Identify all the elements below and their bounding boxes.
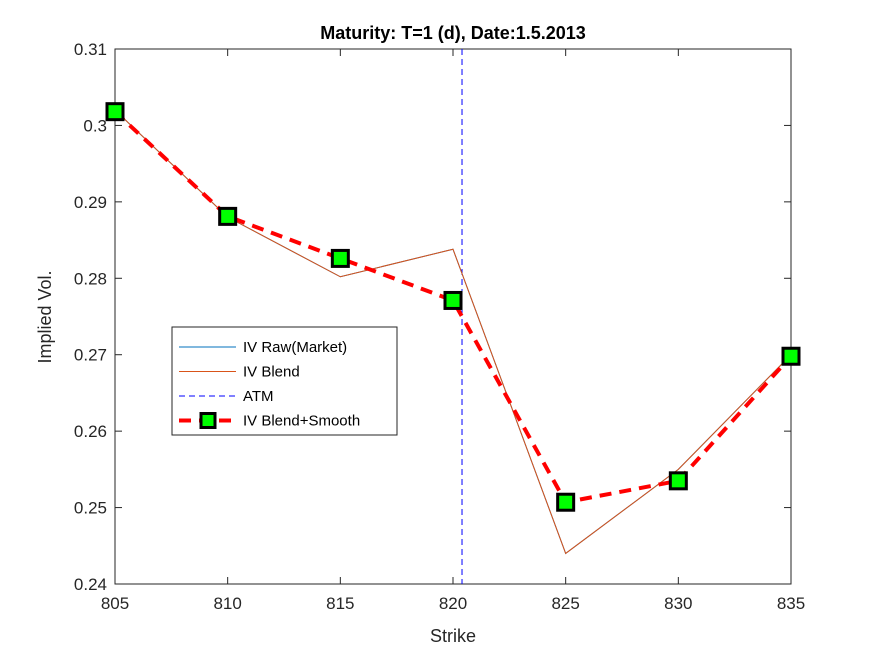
plot-area: 805 810 815 820 825 830 835 0.24 0.25 0.26 0.27 0.2… xyxy=(74,40,805,613)
legend-marker-iv-blend-smooth xyxy=(199,412,217,429)
y-tick-label-5: 0.29 xyxy=(74,193,107,212)
x-tick-label-6: 835 xyxy=(777,594,805,613)
y-tick-label-4: 0.28 xyxy=(74,269,107,288)
y-axis-label: Implied Vol. xyxy=(35,270,55,363)
data-point-2 xyxy=(330,248,350,268)
y-tick-label-3: 0.27 xyxy=(74,346,107,365)
x-tick-label-0: 805 xyxy=(101,594,129,613)
legend-label-atm: ATM xyxy=(243,388,274,405)
chart-title: Maturity: T=1 (d), Date:1.5.2013 xyxy=(320,23,586,43)
y-tick-label-7: 0.31 xyxy=(74,40,107,59)
y-tick-label-1: 0.25 xyxy=(74,499,107,518)
legend-label-iv-raw: IV Raw(Market) xyxy=(243,339,347,356)
y-tick-label-6: 0.3 xyxy=(83,116,107,135)
x-tick-label-4: 825 xyxy=(551,594,579,613)
y-tick-label-0: 0.24 xyxy=(74,575,107,594)
axes-box xyxy=(114,48,792,585)
legend-label-iv-blend-smooth: IV Blend+Smooth xyxy=(243,413,360,430)
data-point-6 xyxy=(781,346,801,366)
data-point-3 xyxy=(443,290,463,310)
data-point-4 xyxy=(556,492,576,512)
x-tick-label-3: 820 xyxy=(439,594,467,613)
x-tick-label-5: 830 xyxy=(664,594,692,613)
x-axis-label: Strike xyxy=(430,626,476,646)
data-point-0 xyxy=(105,102,125,122)
x-tick-label-2: 815 xyxy=(326,594,354,613)
y-tick-label-2: 0.26 xyxy=(74,422,107,441)
legend: IV Raw(Market) IV Blend ATM IV Blend+Smooth xyxy=(171,326,398,436)
data-point-1 xyxy=(218,206,238,226)
x-tick-label-1: 810 xyxy=(213,594,241,613)
data-point-5 xyxy=(668,471,688,491)
legend-label-iv-blend: IV Blend xyxy=(243,364,300,381)
